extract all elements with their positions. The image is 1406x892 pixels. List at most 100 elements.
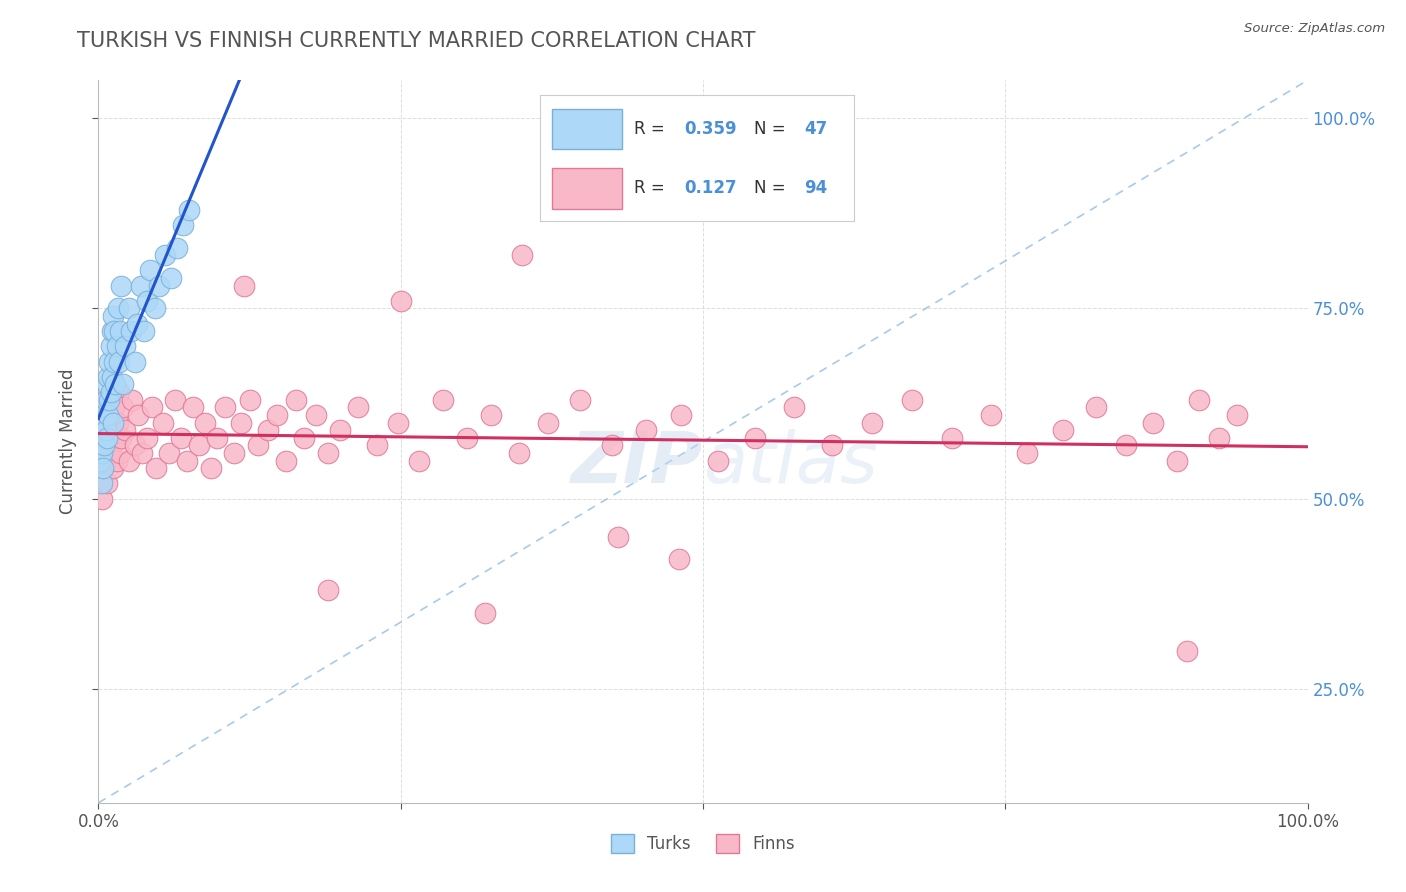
Point xyxy=(179,202,201,217)
Point xyxy=(111,401,134,415)
Point xyxy=(247,438,270,452)
Point xyxy=(127,317,149,331)
Point xyxy=(256,423,278,437)
Point xyxy=(366,438,388,452)
Point xyxy=(110,431,132,445)
Point xyxy=(508,446,530,460)
Point xyxy=(139,263,162,277)
Point xyxy=(107,301,129,316)
Point xyxy=(387,416,409,430)
Point xyxy=(671,408,693,422)
Point xyxy=(100,385,122,400)
Point xyxy=(1166,453,1188,467)
Point xyxy=(107,416,129,430)
Point xyxy=(316,446,339,460)
Point xyxy=(89,476,111,491)
Point xyxy=(101,416,124,430)
Point xyxy=(98,408,121,422)
Point xyxy=(91,476,114,491)
Point xyxy=(152,416,174,430)
Point xyxy=(744,431,766,445)
Point xyxy=(93,401,115,415)
Point xyxy=(166,241,188,255)
Point xyxy=(389,293,412,308)
Point xyxy=(121,392,143,407)
Point xyxy=(94,392,117,407)
Point xyxy=(141,401,163,415)
Point xyxy=(821,438,844,452)
Point xyxy=(782,401,804,415)
Point xyxy=(110,278,132,293)
Point xyxy=(901,392,924,407)
Point xyxy=(120,324,142,338)
Point xyxy=(103,354,125,368)
Point xyxy=(97,431,120,445)
Point xyxy=(980,408,1002,422)
Point xyxy=(602,438,624,452)
Point xyxy=(145,461,167,475)
Point xyxy=(135,431,157,445)
Point xyxy=(222,446,245,460)
Point xyxy=(114,339,136,353)
Point xyxy=(347,401,370,415)
Point xyxy=(100,416,122,430)
Text: Source: ZipAtlas.com: Source: ZipAtlas.com xyxy=(1244,22,1385,36)
Point xyxy=(124,354,146,368)
Point xyxy=(134,324,156,338)
Point xyxy=(432,392,454,407)
Point xyxy=(91,416,114,430)
Point xyxy=(1115,438,1137,452)
Point xyxy=(1142,416,1164,430)
Point xyxy=(239,392,262,407)
Point xyxy=(91,461,114,475)
Point xyxy=(111,377,134,392)
Point xyxy=(96,377,118,392)
Point xyxy=(100,446,122,460)
Point xyxy=(305,408,328,422)
Point xyxy=(329,423,352,437)
Point xyxy=(91,446,114,460)
Point xyxy=(100,370,122,384)
Point xyxy=(97,370,120,384)
Point xyxy=(172,218,194,232)
Point xyxy=(1052,423,1074,437)
Point xyxy=(510,248,533,262)
Point xyxy=(97,408,120,422)
Point xyxy=(456,431,478,445)
Point xyxy=(96,476,118,491)
Point xyxy=(101,461,124,475)
Point xyxy=(90,431,112,445)
Point xyxy=(200,461,222,475)
Point xyxy=(537,416,560,430)
Y-axis label: Currently Married: Currently Married xyxy=(59,368,77,515)
Point xyxy=(104,431,127,445)
Point xyxy=(1175,643,1198,657)
Point xyxy=(607,530,630,544)
Point xyxy=(1085,401,1108,415)
Point xyxy=(266,408,288,422)
Point xyxy=(108,446,131,460)
Point xyxy=(1208,431,1230,445)
Point xyxy=(93,416,115,430)
Point xyxy=(474,606,496,620)
Point xyxy=(187,438,209,452)
Point xyxy=(98,354,121,368)
Point xyxy=(108,324,131,338)
Point xyxy=(860,416,883,430)
Point xyxy=(1188,392,1211,407)
Point xyxy=(153,248,176,262)
Point xyxy=(157,446,180,460)
Point xyxy=(114,423,136,437)
Point xyxy=(94,392,117,407)
Point xyxy=(100,339,122,353)
Legend: Turks, Finns: Turks, Finns xyxy=(605,827,801,860)
Point xyxy=(96,431,118,445)
Point xyxy=(93,438,115,452)
Point xyxy=(108,354,131,368)
Point xyxy=(98,392,121,407)
Text: atlas: atlas xyxy=(703,429,877,498)
Point xyxy=(100,324,122,338)
Point xyxy=(292,431,315,445)
Text: ZIP: ZIP xyxy=(571,429,703,498)
Point xyxy=(232,278,254,293)
